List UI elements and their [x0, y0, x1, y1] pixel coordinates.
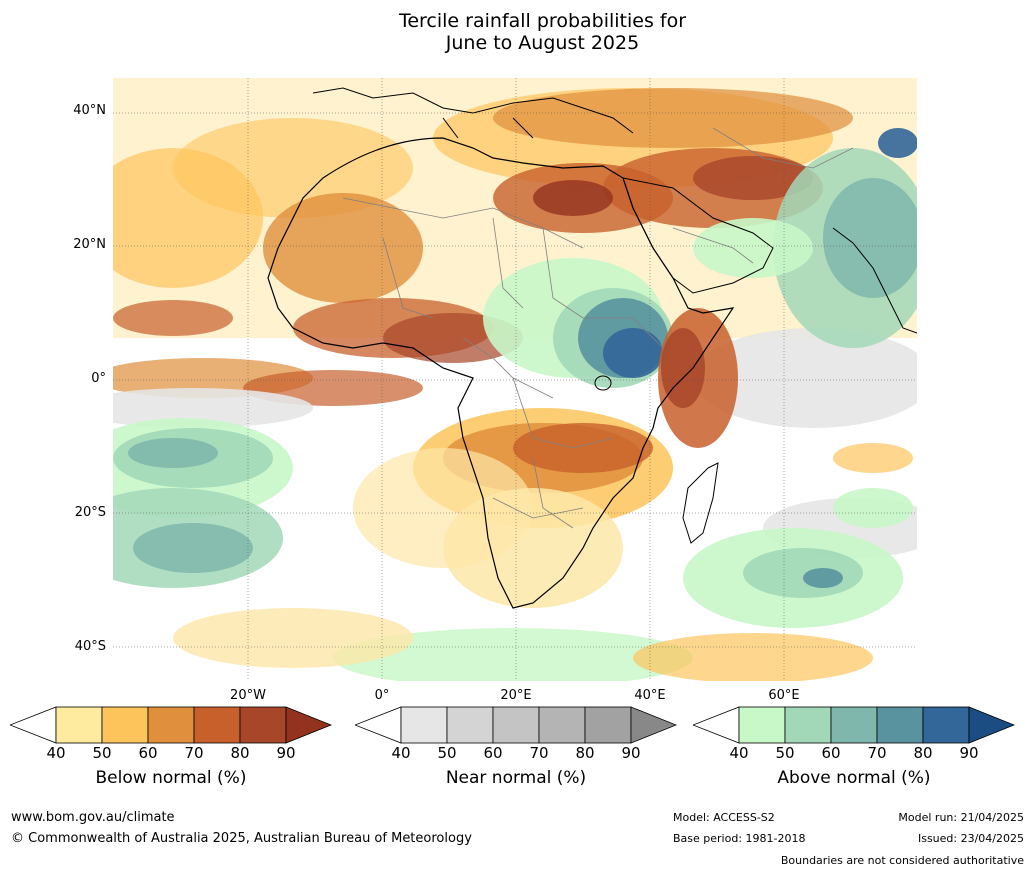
above-colorbar-tick: 70 — [867, 744, 887, 762]
near-colorbar-box — [492, 706, 540, 744]
below-colorbar-tick: 40 — [46, 744, 66, 762]
title-line-2: June to August 2025 — [445, 32, 640, 54]
near-colorbar-tick: 60 — [483, 744, 503, 762]
lat-label-20n: 20°N — [73, 237, 106, 252]
colorbar-above-normal — [693, 706, 1015, 744]
lon-label-20e: 20°E — [500, 688, 532, 703]
lat-label-20s: 20°S — [74, 505, 106, 520]
above-colorbar-low-extend — [693, 706, 740, 744]
near-colorbar-box — [400, 706, 448, 744]
model-info: Model: ACCESS-S2 — [673, 811, 775, 824]
near-colorbar-box — [446, 706, 494, 744]
below-colorbar-box — [55, 706, 103, 744]
above-colorbar-box — [784, 706, 832, 744]
lat-label-0: 0° — [91, 371, 106, 386]
madagascar-coastline — [682, 462, 719, 544]
above-colorbar-tick: 90 — [959, 744, 979, 762]
below-colorbar-tick: 50 — [92, 744, 112, 762]
lat-label-40n: 40°N — [73, 103, 106, 118]
country-borders — [342, 127, 854, 529]
arabia-coastline — [622, 177, 774, 294]
near-colorbar-tick: 90 — [621, 744, 641, 762]
below-colorbar-box — [193, 706, 241, 744]
above-colorbar-box — [922, 706, 970, 744]
copyright-text: © Commonwealth of Australia 2025, Austra… — [11, 831, 472, 846]
below-colorbar-tick: 80 — [230, 744, 250, 762]
colorbar-label-below: Below normal (%) — [95, 768, 247, 788]
above-colorbar-box — [830, 706, 878, 744]
lat-label-40s: 40°S — [74, 639, 106, 654]
lake-victoria — [594, 375, 612, 391]
lon-label-40e: 40°E — [634, 688, 666, 703]
near-colorbar-high-extend — [630, 706, 677, 744]
near-colorbar-tick: 80 — [575, 744, 595, 762]
model-run: Model run: 21/04/2025 — [898, 811, 1024, 824]
above-colorbar-tick: 60 — [821, 744, 841, 762]
website-link[interactable]: www.bom.gov.au/climate — [11, 810, 175, 825]
near-colorbar-box — [584, 706, 632, 744]
above-colorbar-box — [738, 706, 786, 744]
below-colorbar-box — [101, 706, 149, 744]
lon-label-20w: 20°W — [230, 688, 266, 703]
above-colorbar-tick: 40 — [729, 744, 749, 762]
below-colorbar-box — [239, 706, 287, 744]
graticule — [113, 78, 917, 681]
colorbar-label-above: Above normal (%) — [777, 768, 931, 788]
below-colorbar-low-extend — [10, 706, 57, 744]
lon-label-0: 0° — [374, 688, 390, 703]
above-colorbar-high-extend — [968, 706, 1015, 744]
colorbar-below-normal — [10, 706, 332, 744]
map-title: Tercile rainfall probabilities for June … — [0, 10, 1035, 54]
above-colorbar-box — [876, 706, 924, 744]
lon-label-60e: 60°E — [768, 688, 800, 703]
below-colorbar-tick: 60 — [138, 744, 158, 762]
colorbar-near-normal — [355, 706, 677, 744]
title-line-1: Tercile rainfall probabilities for — [398, 10, 687, 32]
near-colorbar-box — [538, 706, 586, 744]
tercile-shading — [113, 78, 917, 681]
above-colorbar-tick: 80 — [913, 744, 933, 762]
africa-coastline — [267, 137, 735, 609]
india-coastline — [832, 227, 917, 334]
above-colorbar-tick: 50 — [775, 744, 795, 762]
base-period: Base period: 1981-2018 — [673, 832, 806, 845]
below-colorbar-box — [147, 706, 195, 744]
near-colorbar-tick: 40 — [391, 744, 411, 762]
near-colorbar-tick: 70 — [529, 744, 549, 762]
below-colorbar-tick: 70 — [184, 744, 204, 762]
colorbar-label-near: Near normal (%) — [445, 768, 587, 788]
below-colorbar-tick: 90 — [276, 744, 296, 762]
below-colorbar-high-extend — [285, 706, 332, 744]
disclaimer: Boundaries are not considered authoritat… — [780, 854, 1024, 867]
near-colorbar-tick: 50 — [437, 744, 457, 762]
issued-date: Issued: 23/04/2025 — [917, 832, 1024, 845]
near-colorbar-low-extend — [355, 706, 402, 744]
rainfall-probability-map — [113, 78, 917, 681]
